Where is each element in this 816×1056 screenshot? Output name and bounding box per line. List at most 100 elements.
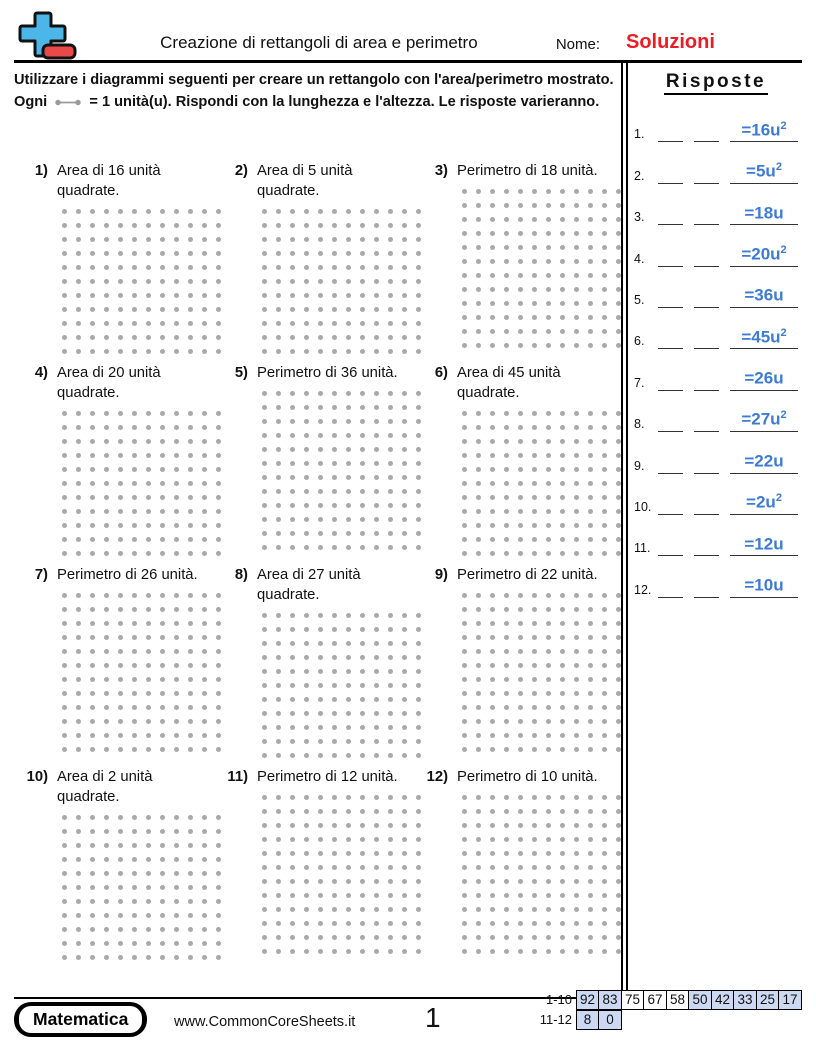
grid-dot [461, 272, 467, 278]
answer-blank-height[interactable] [694, 259, 719, 267]
answer-blank-height[interactable] [694, 383, 719, 391]
grid-dot [89, 842, 95, 848]
grid-dot [331, 236, 337, 242]
grid-dot [331, 334, 337, 340]
grid-dot [289, 488, 295, 494]
grid-dot [317, 264, 323, 270]
grid-dot [75, 828, 81, 834]
grid-dot [401, 320, 407, 326]
answer-value-line: =2u2 [730, 493, 798, 515]
grid-dot [615, 536, 621, 542]
answer-blank-height[interactable] [694, 424, 719, 433]
grid-dot [387, 920, 393, 926]
answer-blank-length[interactable] [658, 466, 683, 474]
dot-grid[interactable] [257, 204, 425, 358]
answer-value: =27u [741, 410, 781, 430]
grid-dot [117, 508, 123, 514]
grid-dot [545, 906, 551, 912]
grid-dot [545, 424, 551, 430]
answer-blank-height[interactable] [694, 217, 719, 226]
grid-dot [187, 856, 193, 862]
answer-blank-length[interactable] [658, 383, 683, 391]
grid-dot [573, 948, 579, 954]
grid-dot [131, 236, 137, 242]
score-row: 1-10 92 83 75 67 58 50 42 33 25 17 [535, 990, 802, 1010]
dot-grid[interactable] [57, 204, 225, 358]
grid-dot [517, 286, 523, 292]
dot-grid[interactable] [57, 588, 225, 756]
dot-grid[interactable] [457, 790, 625, 958]
grid-dot [261, 864, 267, 870]
grid-dot [461, 342, 467, 348]
answer-blank-length[interactable] [658, 300, 683, 308]
grid-dot [173, 320, 179, 326]
grid-dot [61, 884, 67, 890]
grid-dot [373, 724, 379, 730]
grid-dot [345, 850, 351, 856]
grid-dot [615, 906, 621, 912]
grid-dot [131, 278, 137, 284]
grid-dot [303, 626, 309, 632]
grid-dot [401, 488, 407, 494]
dot-grid[interactable] [457, 588, 625, 756]
dot-grid[interactable] [257, 608, 425, 762]
grid-dot [503, 808, 509, 814]
answer-blank-length[interactable] [658, 424, 683, 433]
grid-dot [489, 620, 495, 626]
grid-dot [275, 920, 281, 926]
grid-dot [373, 920, 379, 926]
grid-dot [131, 690, 137, 696]
grid-dot [317, 934, 323, 940]
answer-blank-height[interactable] [694, 507, 719, 515]
grid-dot [289, 250, 295, 256]
dot-grid[interactable] [57, 810, 225, 964]
grid-dot [545, 592, 551, 598]
answer-blank-length[interactable] [658, 259, 683, 267]
answer-blank-length[interactable] [658, 548, 683, 557]
answer-blank-length[interactable] [658, 176, 683, 184]
answer-blank-height[interactable] [694, 176, 719, 184]
answer-blank-height[interactable] [694, 341, 719, 350]
answer-blank-length[interactable] [658, 590, 683, 598]
answer-blank-length[interactable] [658, 341, 683, 350]
dot-grid[interactable] [57, 406, 225, 560]
dot-grid[interactable] [457, 184, 625, 352]
grid-dot [475, 202, 481, 208]
grid-dot [75, 550, 81, 556]
grid-dot [131, 870, 137, 876]
grid-dot [173, 508, 179, 514]
answer-blank-length[interactable] [658, 134, 683, 143]
answer-blank-height[interactable] [694, 300, 719, 308]
grid-dot [75, 292, 81, 298]
grid-dot [173, 536, 179, 542]
answer-blank-length[interactable] [658, 217, 683, 226]
grid-dot [261, 236, 267, 242]
answer-blank-height[interactable] [694, 466, 719, 474]
grid-dot [61, 306, 67, 312]
dot-grid[interactable] [257, 790, 425, 958]
answer-blank-height[interactable] [694, 134, 719, 143]
grid-dot [573, 216, 579, 222]
answer-blank-height[interactable] [694, 548, 719, 557]
answer-blank-height[interactable] [694, 590, 719, 598]
grid-dot [275, 404, 281, 410]
grid-dot [145, 620, 151, 626]
dot-grid[interactable] [457, 406, 625, 560]
grid-dot [373, 418, 379, 424]
dot-grid[interactable] [257, 386, 425, 554]
grid-dot [345, 236, 351, 242]
grid-dot [587, 676, 593, 682]
grid-dot [103, 704, 109, 710]
grid-dot [289, 460, 295, 466]
answer-blank-length[interactable] [658, 507, 683, 515]
grid-dot [173, 606, 179, 612]
grid-dot [615, 592, 621, 598]
grid-dot [387, 250, 393, 256]
grid-dot [201, 732, 207, 738]
grid-dot [461, 718, 467, 724]
grid-dot [103, 676, 109, 682]
grid-dot [215, 222, 221, 228]
grid-dot [587, 690, 593, 696]
answer-value: =26u [744, 368, 784, 388]
